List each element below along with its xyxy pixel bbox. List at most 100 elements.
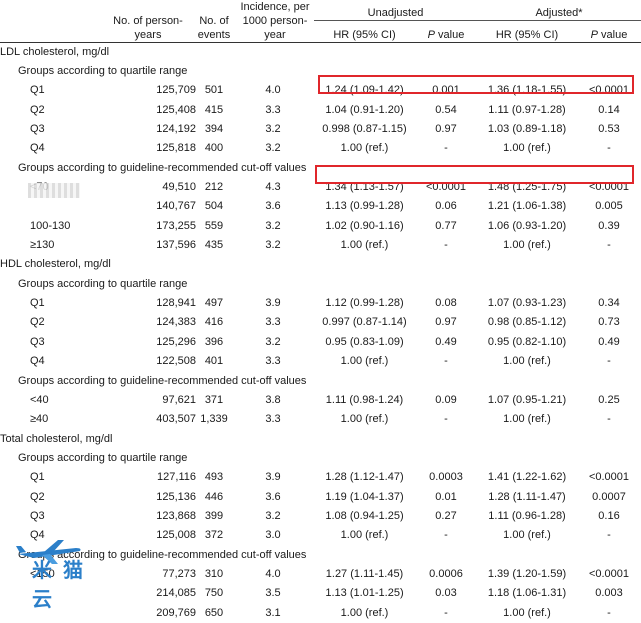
hr-unadjusted-cell: 1.28 (1.12-1.47) — [325, 471, 404, 484]
col-group-adjusted: Adjusted* — [477, 0, 641, 21]
person-years-cell: 125,008 — [156, 529, 196, 542]
hr-adjusted-cell: 1.21 (1.06-1.38) — [487, 200, 567, 213]
group-header-row: Groups according to quartile range — [0, 62, 641, 81]
events-cell: 394 — [204, 123, 224, 136]
p-adjusted-cell: - — [607, 355, 611, 368]
p-adjusted-cell: 0.14 — [598, 103, 620, 116]
incidence-cell: 3.9 — [265, 471, 281, 484]
pixelated-label — [28, 183, 80, 198]
hr-unadjusted-cell: 1.00 (ref.) — [340, 355, 389, 368]
incidence-cell: 4.0 — [265, 567, 281, 580]
hr-adjusted-cell: 0.95 (0.82-1.10) — [487, 335, 567, 348]
person-years-cell: 49,510 — [162, 181, 196, 194]
row-label: Q1 — [30, 84, 45, 97]
section-title: Total cholesterol, mg/dl — [0, 432, 113, 445]
table-row: 209,769 650 3.1 1.00 (ref.) - 1.00 (ref.) - — [0, 603, 641, 622]
p-unadjusted-cell: 0.97 — [435, 123, 457, 136]
p-adjusted-cell: - — [607, 606, 611, 619]
incidence-cell: 3.6 — [265, 490, 281, 503]
events-cell: 750 — [204, 587, 224, 600]
p-adjusted-cell: 0.16 — [598, 509, 620, 522]
p-adjusted-cell: 0.49 — [598, 335, 620, 348]
row-label: Q3 — [30, 335, 45, 348]
incidence-cell: 3.1 — [265, 606, 281, 619]
events-cell: 559 — [204, 219, 224, 232]
person-years-cell: 122,508 — [156, 355, 196, 368]
incidence-cell: 3.9 — [265, 297, 281, 310]
p-unadjusted-cell: - — [444, 142, 448, 155]
row-label — [0, 197, 100, 216]
p-unadjusted-cell: <0.0001 — [425, 181, 467, 194]
person-years-cell: 214,085 — [156, 587, 196, 600]
table-row: Q1 128,941 497 3.9 1.12 (0.99-1.28) 0.08 1.07 … — [0, 294, 641, 313]
col-incidence: Incidence, per 1000 person-year — [232, 0, 314, 43]
events-cell: 501 — [204, 84, 224, 97]
hr-unadjusted-cell: 1.00 (ref.) — [340, 529, 389, 542]
col-p-adjusted: P value — [577, 20, 641, 44]
group-header-row: Groups according to guideline-recommende… — [0, 545, 641, 564]
incidence-cell: 3.2 — [265, 335, 281, 348]
incidence-cell: 4.0 — [265, 84, 281, 97]
table-row: 214,085 750 3.5 1.13 (1.01-1.25) 0.03 1.18 (1… — [0, 584, 641, 603]
events-cell: 1,339 — [200, 413, 228, 426]
events-cell: 650 — [204, 606, 224, 619]
hr-adjusted-cell: 0.98 (0.85-1.12) — [487, 316, 567, 329]
group-header-row: Groups according to guideline-recommende… — [0, 159, 641, 178]
table-row: <150 77,273 310 4.0 1.27 (1.11-1.45) 0.0006 1.… — [0, 565, 641, 584]
p-unadjusted-cell: 0.001 — [432, 84, 460, 97]
table-row: 140,767 504 3.6 1.13 (0.99-1.28) 0.06 1.21 (1… — [0, 197, 641, 216]
table-row: Q4 122,508 401 3.3 1.00 (ref.) - 1.00 (ref.) - — [0, 352, 641, 371]
person-years-cell: 137,596 — [156, 239, 196, 252]
hr-unadjusted-cell: 1.12 (0.99-1.28) — [325, 297, 404, 310]
person-years-cell: 123,868 — [156, 509, 196, 522]
incidence-cell: 3.6 — [265, 200, 281, 213]
p-unadjusted-cell: - — [444, 529, 448, 542]
p-adjusted-cell: - — [607, 529, 611, 542]
p-adjusted-cell: <0.0001 — [588, 471, 630, 484]
person-years-cell: 128,941 — [156, 297, 196, 310]
group-label: Groups according to guideline-recommende… — [18, 161, 307, 174]
p-unadjusted-cell: 0.06 — [435, 200, 457, 213]
group-label: Groups according to guideline-recommende… — [18, 374, 307, 387]
row-label: Q2 — [30, 490, 45, 503]
hr-adjusted-cell: 1.00 (ref.) — [503, 529, 551, 542]
person-years-cell: 209,769 — [156, 606, 196, 619]
events-cell: 400 — [204, 142, 224, 155]
person-years-cell: 173,255 — [156, 219, 196, 232]
p-unadjusted-cell: - — [444, 239, 448, 252]
p-adjusted-cell: - — [607, 142, 611, 155]
row-label: Q2 — [30, 103, 45, 116]
incidence-cell: 3.3 — [265, 316, 281, 329]
row-label: <150 — [30, 567, 55, 580]
hr-unadjusted-cell: 1.02 (0.90-1.16) — [325, 219, 404, 232]
row-label: 100-130 — [30, 219, 71, 232]
table-row: Q4 125,008 372 3.0 1.00 (ref.) - 1.00 (ref.) - — [0, 526, 641, 545]
hr-unadjusted-cell: 1.27 (1.11-1.45) — [325, 567, 404, 580]
incidence-cell: 3.2 — [265, 219, 281, 232]
row-label: <40 — [30, 393, 49, 406]
events-cell: 446 — [204, 490, 224, 503]
hr-adjusted-cell: 1.18 (1.06-1.31) — [487, 587, 567, 600]
section-header-row: Total cholesterol, mg/dl — [0, 429, 641, 448]
p-adjusted-cell: 0.003 — [595, 587, 623, 600]
hr-adjusted-cell: 1.03 (0.89-1.18) — [487, 123, 567, 136]
p-adjusted-cell: 0.005 — [595, 200, 623, 213]
group-label: Groups according to quartile range — [18, 65, 188, 78]
events-cell: 416 — [204, 316, 224, 329]
person-years-cell: 125,818 — [156, 142, 196, 155]
col-p-unadjusted: P value — [415, 20, 477, 44]
p-adjusted-cell: <0.0001 — [588, 181, 630, 194]
p-adjusted-cell: 0.25 — [598, 393, 620, 406]
table-row: Q2 125,136 446 3.6 1.19 (1.04-1.37) 0.01 1.28 … — [0, 487, 641, 506]
hr-unadjusted-cell: 1.34 (1.13-1.57) — [325, 181, 404, 194]
hr-adjusted-cell: 1.00 (ref.) — [503, 413, 551, 426]
events-cell: 415 — [204, 103, 224, 116]
incidence-cell: 3.3 — [265, 413, 281, 426]
watermark: 米 猫 云 — [0, 536, 96, 611]
hr-adjusted-cell: 1.41 (1.22-1.62) — [487, 471, 567, 484]
row-label: Q4 — [30, 529, 45, 542]
events-cell: 497 — [204, 297, 224, 310]
events-cell: 504 — [204, 200, 224, 213]
table-row: Q3 123,868 399 3.2 1.08 (0.94-1.25) 0.27 1.11 … — [0, 507, 641, 526]
